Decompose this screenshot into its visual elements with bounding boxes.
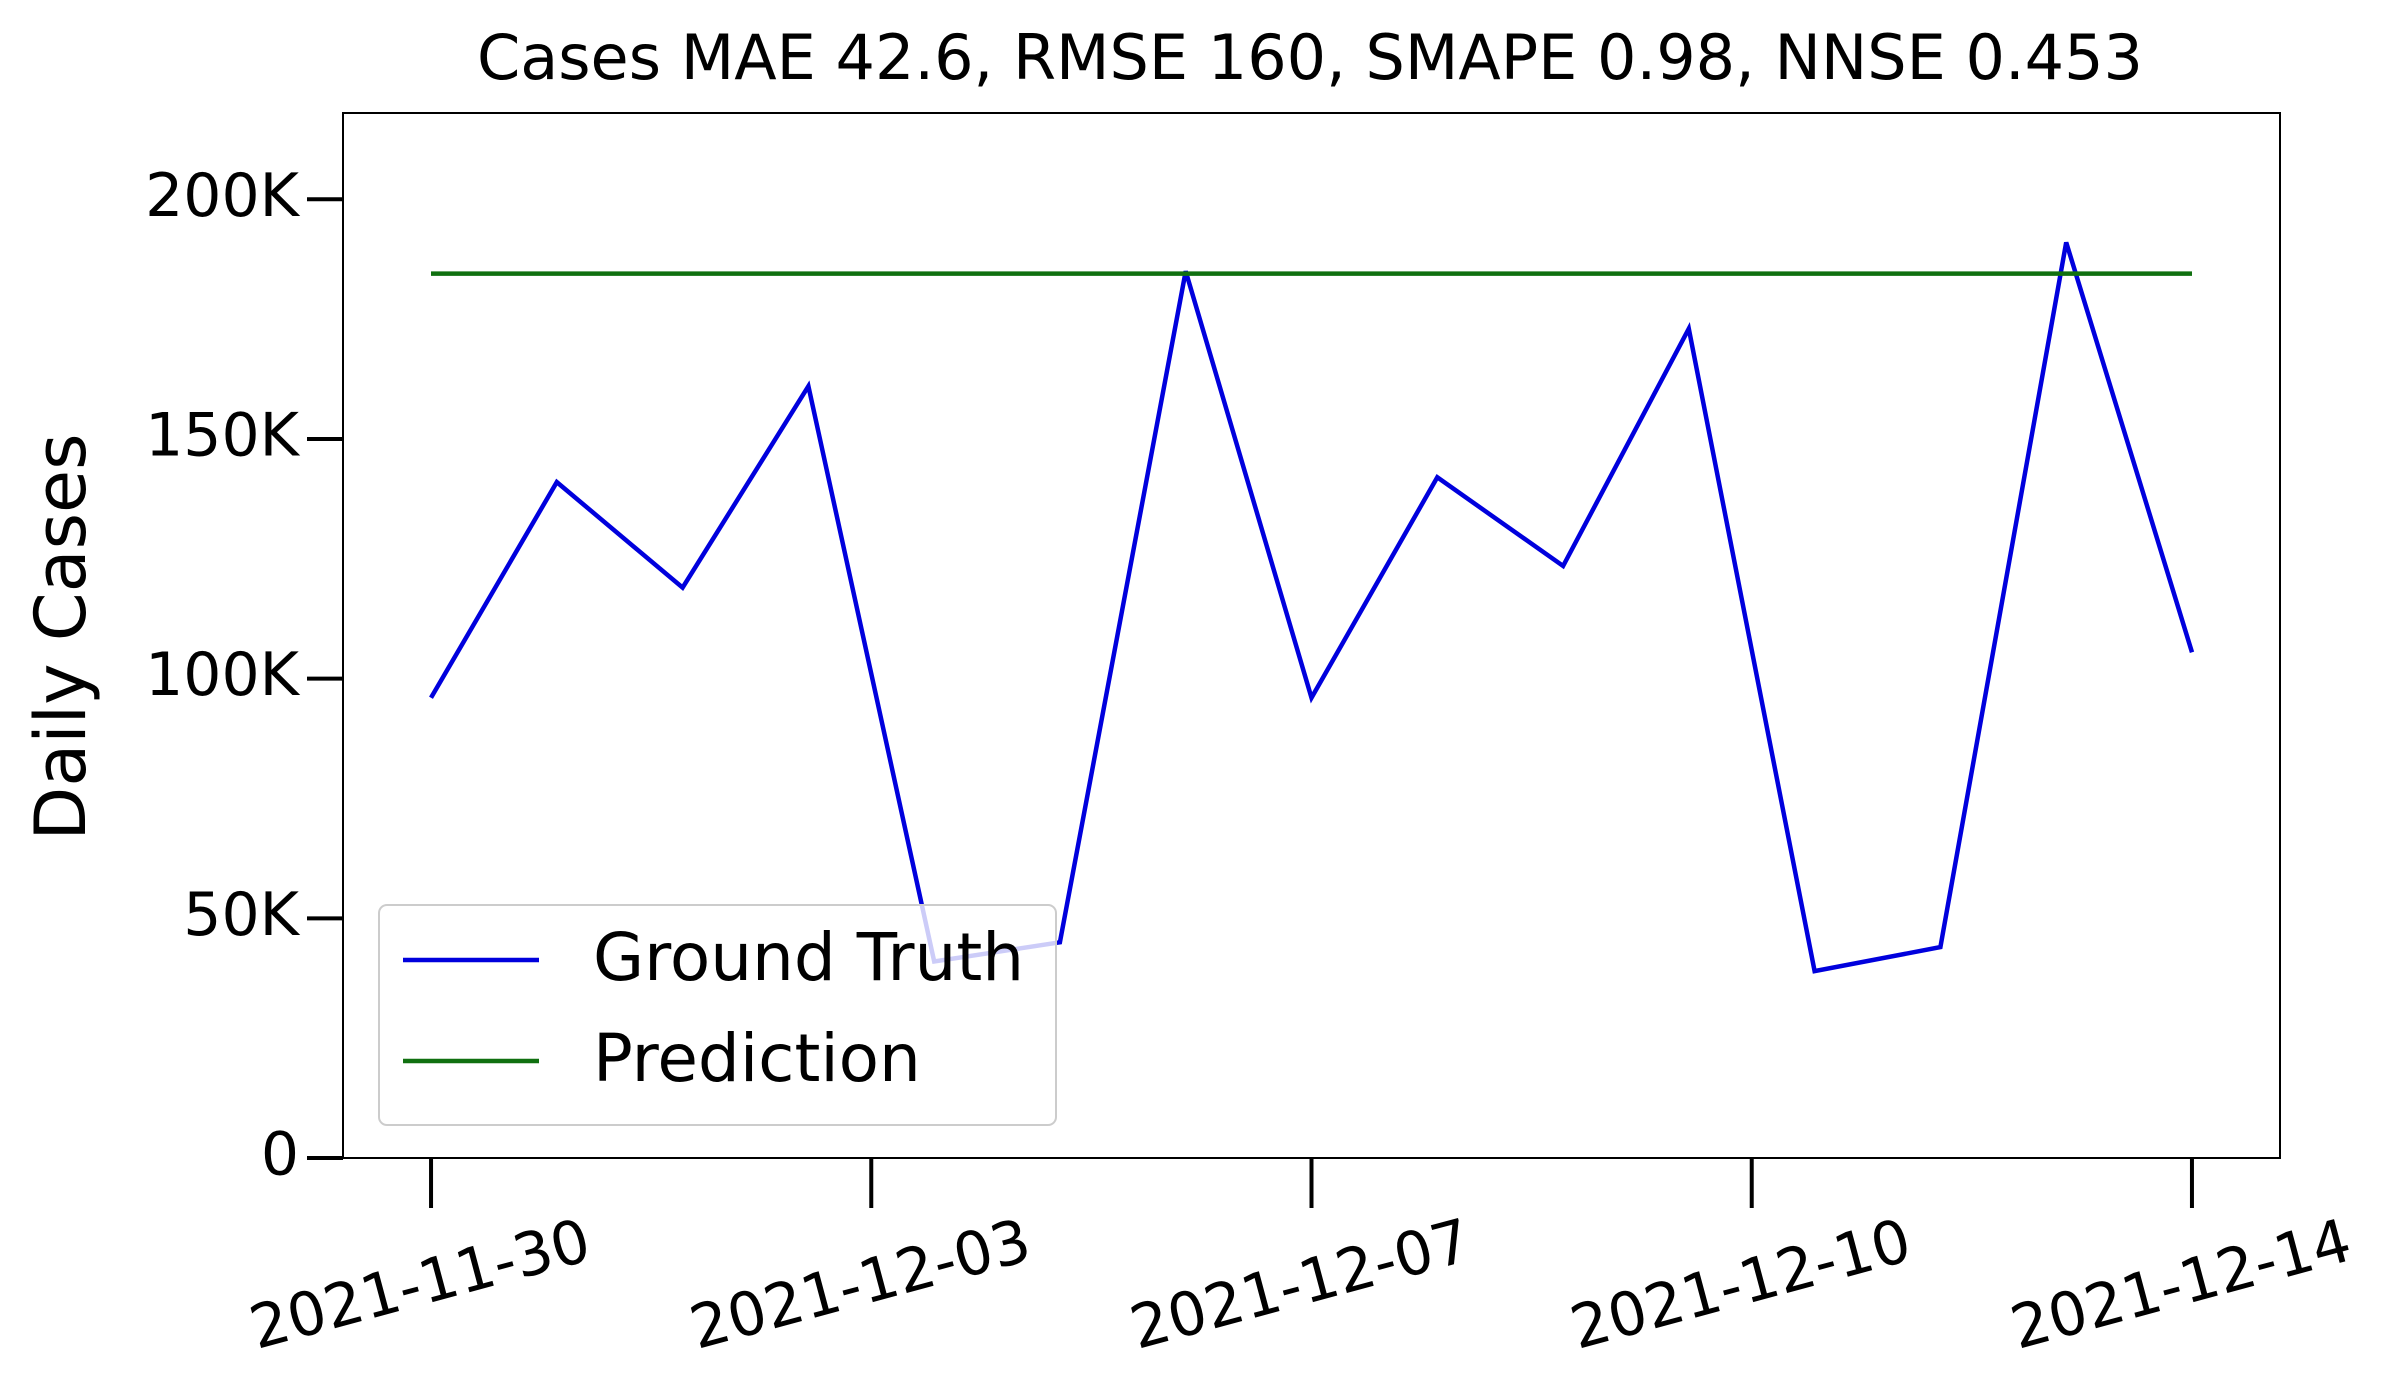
x-tick-label: 2021-12-10 bbox=[1563, 1206, 1918, 1364]
legend-label: Ground Truth bbox=[593, 919, 1024, 996]
chart-title: Cases MAE 42.6, RMSE 160, SMAPE 0.98, NN… bbox=[477, 21, 2143, 94]
y-tick-label: 100K bbox=[145, 640, 301, 710]
y-tick-label: 200K bbox=[145, 161, 301, 231]
y-tick-label: 150K bbox=[145, 401, 301, 471]
x-tick-label: 2021-12-07 bbox=[1123, 1206, 1478, 1364]
x-tick-label: 2021-12-14 bbox=[2004, 1206, 2359, 1364]
y-tick-label: 50K bbox=[183, 880, 300, 950]
legend-box bbox=[378, 904, 1057, 1126]
legend-label: Prediction bbox=[593, 1020, 921, 1097]
y-axis-label: Daily Cases bbox=[20, 433, 102, 840]
x-tick-label: 2021-12-03 bbox=[683, 1206, 1038, 1364]
x-tick-label: 2021-11-30 bbox=[243, 1206, 598, 1364]
y-tick-label: 0 bbox=[261, 1120, 299, 1190]
line bbox=[429, 241, 2195, 974]
